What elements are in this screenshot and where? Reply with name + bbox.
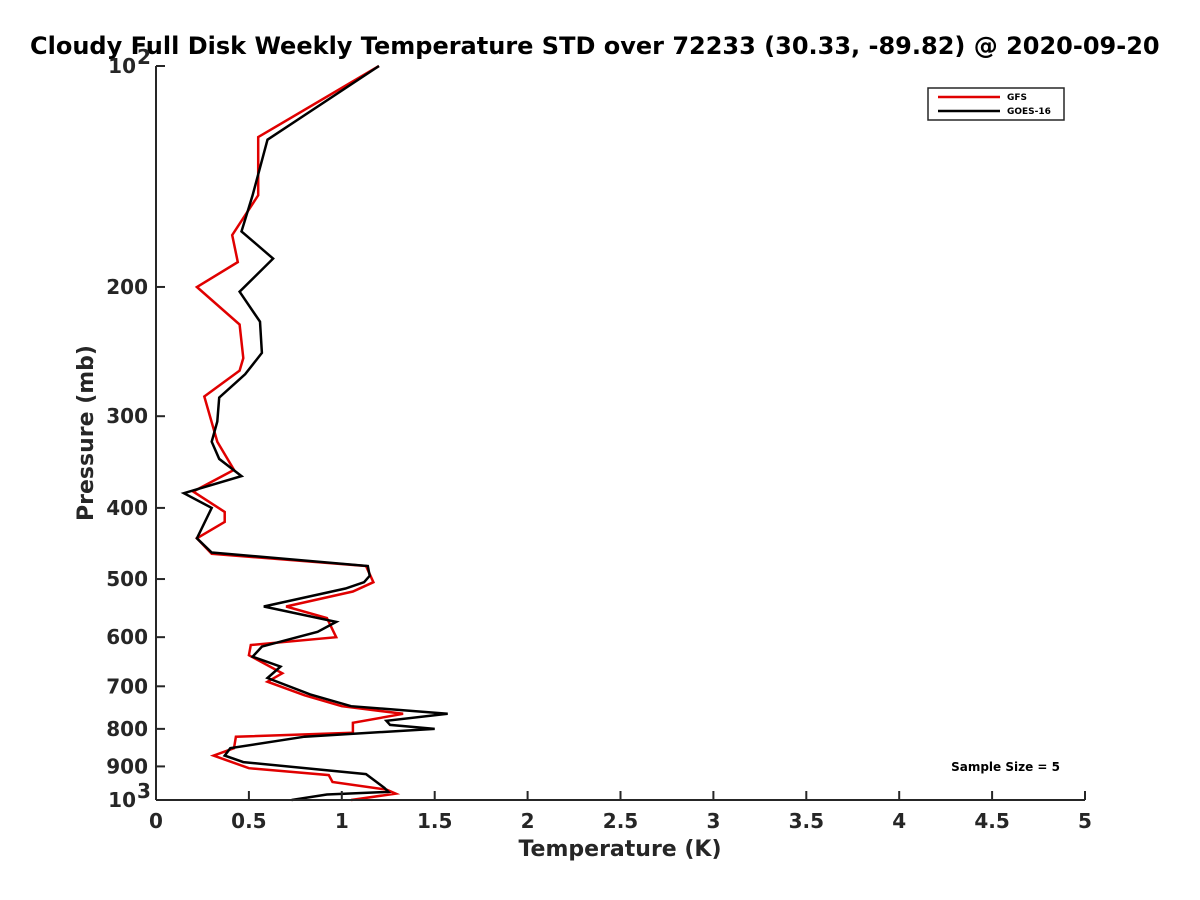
y-tick-label: 10 xyxy=(108,54,136,78)
y-tick-label: 600 xyxy=(106,625,148,649)
legend-label-goes-16: GOES-16 xyxy=(1007,107,1051,117)
series-line-goes-16 xyxy=(180,64,448,802)
x-tick-label: 3.5 xyxy=(789,809,824,833)
y-tick-label: 900 xyxy=(106,754,148,778)
y-axis-label: Pressure (mb) xyxy=(74,345,99,521)
y-tick-label: 200 xyxy=(106,275,148,299)
x-tick-label: 0 xyxy=(149,809,163,833)
x-tick-label: 2.5 xyxy=(603,809,638,833)
y-tick-label: 500 xyxy=(106,567,148,591)
plot-background xyxy=(156,66,1085,800)
series-layer xyxy=(180,64,448,802)
chart-title: Cloudy Full Disk Weekly Temperature STD … xyxy=(30,32,1160,60)
y-tick-label: 400 xyxy=(106,496,148,520)
x-tick-label: 0.5 xyxy=(231,809,266,833)
sample-size-annotation: Sample Size = 5 xyxy=(951,760,1060,774)
y-tick-exponent: 2 xyxy=(137,45,151,69)
x-tick-label: 4 xyxy=(892,809,906,833)
x-axis-label: Temperature (K) xyxy=(518,837,721,862)
x-tick-label: 3 xyxy=(706,809,720,833)
legend-label-gfs: GFS xyxy=(1007,93,1027,103)
x-tick-label: 2 xyxy=(521,809,535,833)
legend-box xyxy=(927,87,1065,121)
x-tick-label: 5 xyxy=(1078,809,1092,833)
y-tick-label: 10 xyxy=(108,788,136,812)
x-tick-label: 1 xyxy=(335,809,349,833)
y-tick-label: 700 xyxy=(106,674,148,698)
x-tick-label: 1.5 xyxy=(417,809,452,833)
plot-area: 0 0.5 1 1.5 2 2.5 3 3.5 4 4.5 510 22003004005006007… xyxy=(106,45,1092,833)
y-tick-exponent: 3 xyxy=(137,779,151,803)
y-tick-label: 300 xyxy=(106,404,148,428)
y-tick-label: 800 xyxy=(106,717,148,741)
x-tick-label: 4.5 xyxy=(974,809,1009,833)
legend: GFS GOES-16 xyxy=(927,87,1065,121)
axes: 0 0.5 1 1.5 2 2.5 3 3.5 4 4.5 510 22003004005006007… xyxy=(106,45,1092,833)
